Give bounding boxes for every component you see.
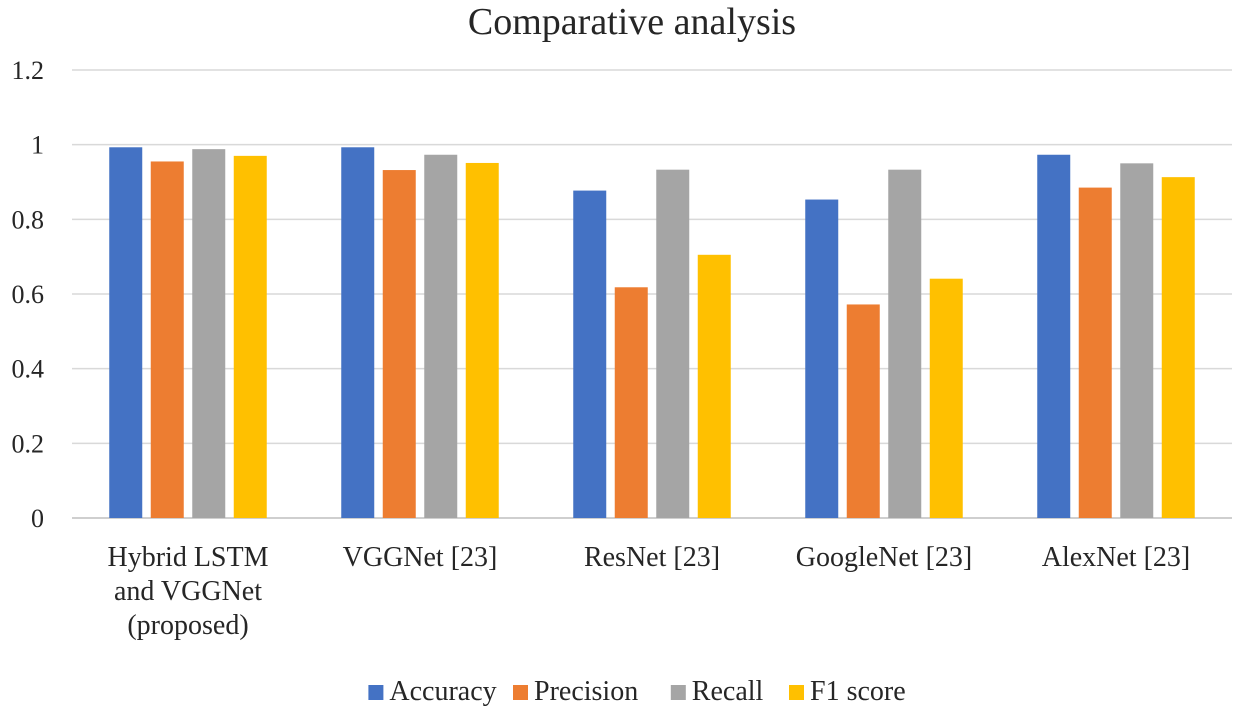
- legend-label: Recall: [692, 676, 764, 707]
- bar-precision: [382, 170, 416, 518]
- bar-precision: [846, 304, 880, 518]
- bar-recall: [424, 154, 458, 518]
- y-tick-label: 0.8: [12, 205, 45, 234]
- bar-accuracy: [109, 147, 143, 518]
- bar-accuracy: [573, 190, 607, 518]
- y-tick-label: 0.4: [12, 355, 45, 384]
- x-category-label: Hybrid LSTM and VGGNet (proposed): [108, 542, 269, 641]
- x-axis-categories: Hybrid LSTM and VGGNet (proposed) VGGNet [2…: [108, 542, 1191, 641]
- bar-f1-score: [697, 254, 731, 519]
- x-category-label: ResNet [23]: [584, 542, 720, 573]
- bars: [109, 147, 1195, 519]
- x-category-label: AlexNet [23]: [1042, 542, 1191, 573]
- bar-precision: [614, 287, 648, 518]
- y-tick-label: 0.2: [12, 429, 45, 458]
- y-axis-ticks: 0 0.2 0.4 0.6 0.8 1 1.2: [12, 56, 45, 533]
- y-tick-label: 0.6: [12, 280, 45, 309]
- x-category-label: VGGNet [23]: [343, 542, 498, 573]
- bar-recall: [888, 169, 922, 518]
- chart-title: Comparative analysis: [468, 1, 796, 43]
- bar-recall: [192, 149, 226, 518]
- bar-precision: [150, 161, 184, 518]
- legend-swatch: [670, 685, 686, 700]
- legend: Accuracy Precision Recall F1 score: [368, 676, 906, 707]
- bar-recall: [656, 169, 690, 518]
- x-category-label: GoogleNet [23]: [796, 542, 973, 573]
- y-tick-label: 1.2: [12, 56, 45, 85]
- bar-f1-score: [465, 162, 499, 518]
- bar-recall: [1120, 163, 1154, 519]
- bar-accuracy: [341, 147, 375, 518]
- legend-swatch: [789, 685, 804, 700]
- bar-f1-score: [929, 278, 963, 518]
- legend-swatch: [513, 685, 528, 700]
- bar-precision: [1078, 187, 1112, 518]
- legend-label: F1 score: [810, 676, 906, 707]
- legend-label: Precision: [534, 676, 638, 707]
- legend-swatch: [368, 685, 384, 700]
- y-tick-label: 0: [31, 504, 44, 533]
- bar-f1-score: [233, 155, 267, 518]
- y-tick-label: 1: [31, 131, 44, 160]
- bar-f1-score: [1161, 177, 1195, 518]
- bar-accuracy: [805, 199, 839, 518]
- bar-accuracy: [1037, 154, 1071, 518]
- legend-label: Accuracy: [389, 676, 496, 707]
